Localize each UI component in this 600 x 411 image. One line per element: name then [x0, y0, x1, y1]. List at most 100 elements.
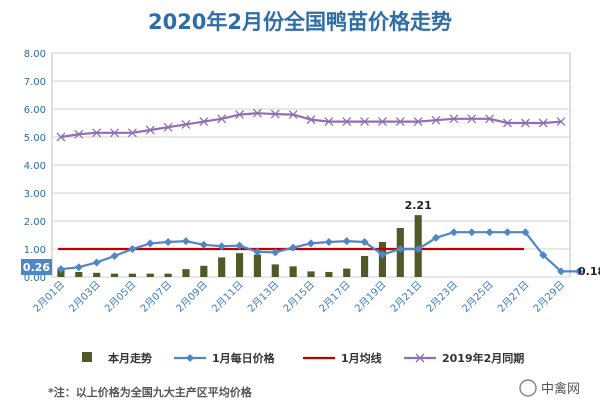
- marker-diamond: [521, 228, 530, 237]
- legend-marker: [186, 354, 194, 362]
- watermark-icon: [519, 379, 537, 397]
- bar: [146, 273, 154, 277]
- marker-x: [395, 117, 405, 127]
- bar: [57, 269, 65, 277]
- y-tick-label: 1.00: [24, 245, 46, 256]
- marker-diamond: [360, 238, 369, 246]
- y-tick-label: 4.00: [24, 161, 46, 172]
- y-tick-label: 5.00: [24, 133, 46, 144]
- marker-diamond: [378, 250, 387, 259]
- y-tick-label: 3.00: [24, 189, 46, 200]
- y-tick-label: 7.00: [24, 77, 46, 88]
- bar: [200, 265, 208, 277]
- bar: [128, 273, 136, 277]
- y-tick-label: 2.00: [24, 217, 46, 228]
- marker-diamond: [271, 248, 280, 257]
- x-tick-label: 2月03日: [67, 279, 103, 315]
- x-tick-label: 2月29日: [531, 279, 567, 315]
- marker-diamond: [110, 252, 119, 260]
- marker-diamond: [449, 228, 458, 237]
- marker-x: [449, 114, 459, 124]
- marker-diamond: [199, 240, 208, 249]
- marker-diamond: [128, 245, 137, 253]
- watermark: 中禽网: [519, 379, 580, 397]
- marker-diamond: [503, 228, 512, 237]
- marker-diamond: [539, 251, 548, 260]
- legend-label: 1月每日价格: [212, 351, 276, 365]
- marker-x: [377, 117, 387, 127]
- bar: [110, 273, 119, 277]
- marker-x: [199, 117, 209, 127]
- start-value-label: 0.26: [23, 261, 50, 274]
- x-tick-label: 2月09日: [174, 279, 210, 315]
- marker-diamond: [92, 258, 101, 267]
- marker-x: [467, 114, 477, 124]
- marker-x: [181, 119, 191, 129]
- x-tick-label: 2月21日: [388, 279, 424, 315]
- legend-label: 2019年2月同期: [442, 351, 524, 365]
- marker-x: [306, 115, 316, 125]
- marker-x: [324, 117, 334, 127]
- start-value-box: [21, 259, 52, 275]
- marker-x: [520, 118, 530, 128]
- marker-x: [556, 117, 566, 127]
- x-tick-label: 2月11日: [210, 279, 246, 315]
- marker-x: [217, 114, 227, 124]
- marker-diamond: [342, 237, 351, 246]
- legend-marker: [415, 353, 425, 363]
- bar: [253, 254, 261, 277]
- legend: 本月走势 1月每日价格 1月均线 2019年2月同期: [82, 351, 524, 365]
- bar: [235, 253, 244, 277]
- bar: [325, 271, 333, 277]
- bar: [164, 273, 172, 277]
- marker-x: [342, 117, 352, 127]
- marker-diamond: [307, 239, 315, 248]
- marker-diamond: [324, 238, 333, 246]
- marker-diamond: [56, 265, 65, 274]
- bar: [218, 257, 226, 277]
- line-series: [56, 108, 583, 276]
- x-tick-label: 2月15日: [281, 279, 317, 315]
- marker-x: [538, 118, 548, 128]
- marker-x: [92, 128, 102, 138]
- marker-x: [252, 108, 262, 118]
- x-tick-label: 2月05日: [102, 279, 138, 315]
- marker-diamond: [164, 238, 173, 246]
- bar: [93, 272, 101, 277]
- x-tick-label: 2月17日: [317, 279, 353, 315]
- x-tick-label: 2月27日: [495, 279, 531, 315]
- marker-x: [74, 129, 84, 139]
- bar: [182, 269, 190, 277]
- footnote: *注：以上价格为全国九大主产区平均价格: [48, 385, 253, 399]
- marker-x: [288, 110, 298, 120]
- marker-x: [163, 122, 173, 132]
- bar: [307, 271, 315, 277]
- marker-x: [127, 128, 137, 138]
- line-jan-daily: [60, 231, 579, 273]
- x-tick-label: 2月19日: [352, 279, 388, 315]
- line-2019-feb: [60, 112, 562, 139]
- marker-diamond: [181, 237, 190, 246]
- marker-diamond: [217, 242, 226, 251]
- legend-label: 1月均线: [341, 351, 382, 365]
- marker-x: [413, 117, 423, 127]
- marker-diamond: [557, 267, 566, 276]
- marker-diamond: [396, 245, 405, 253]
- marker-diamond: [235, 241, 244, 250]
- bar: [361, 256, 369, 277]
- marker-x: [503, 118, 512, 128]
- x-tick-label: 2月23日: [424, 279, 460, 315]
- marker-diamond: [574, 267, 583, 276]
- x-tick-label: 2月25日: [460, 279, 496, 315]
- bar: [271, 264, 279, 277]
- bar: [75, 271, 83, 277]
- chart-title: 2020年2月份全国鸭苗价格走势: [148, 10, 452, 34]
- bar: [343, 268, 351, 277]
- watermark-text: 中禽网: [541, 381, 580, 397]
- y-axis: 0.00 1.00 2.00 3.00 4.00 5.00 6.00 7.00 8.00: [24, 49, 46, 284]
- marker-x: [431, 115, 441, 125]
- data-labels: 0.26 2.21 0.18: [21, 199, 600, 278]
- legend-label: 本月走势: [108, 351, 152, 365]
- marker-x: [110, 128, 119, 138]
